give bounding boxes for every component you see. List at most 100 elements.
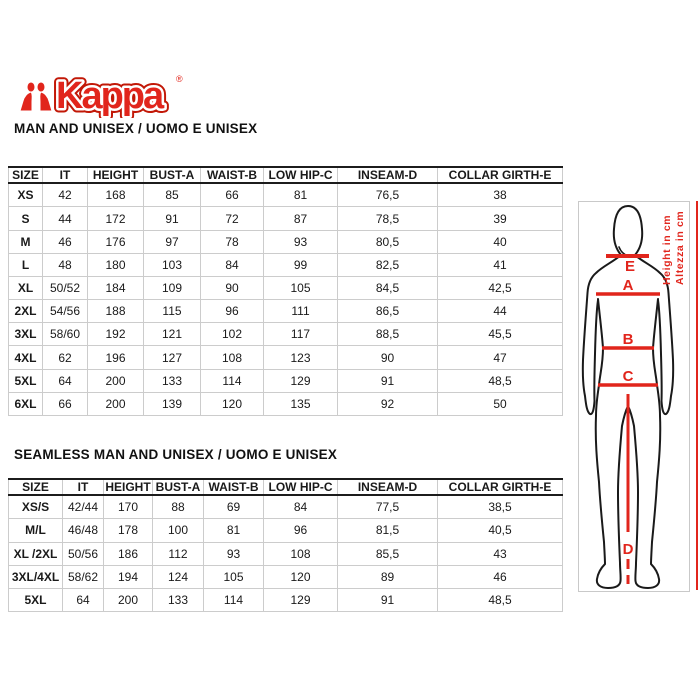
- body-figure: E A B C D: [581, 204, 675, 590]
- value-cell: 80,5: [337, 229, 438, 254]
- size-cell: 5XL: [8, 587, 63, 613]
- column-header: INSEAM-D: [337, 166, 438, 184]
- value-cell: 82,5: [337, 252, 438, 277]
- value-cell: 114: [203, 587, 264, 613]
- value-cell: 133: [143, 368, 201, 393]
- value-cell: 39: [437, 206, 563, 231]
- value-cell: 42/44: [62, 494, 104, 520]
- section-heading-man-unisex: MAN AND UNISEX / UOMO E UNISEX: [14, 121, 258, 136]
- size-cell: M: [8, 229, 43, 254]
- measurement-lines: [596, 254, 660, 584]
- column-header: IT: [42, 166, 88, 184]
- value-cell: 172: [87, 206, 144, 231]
- value-cell: 42,5: [437, 275, 563, 301]
- registered-mark: ®: [176, 74, 183, 84]
- value-cell: 44: [437, 299, 563, 324]
- value-cell: 109: [143, 275, 201, 301]
- value-cell: 93: [263, 229, 338, 254]
- value-cell: 92: [337, 391, 438, 417]
- label-C: C: [623, 368, 634, 385]
- value-cell: 196: [87, 345, 144, 370]
- section-heading-seamless: SEAMLESS MAN AND UNISEX / UOMO E UNISEX: [14, 447, 338, 462]
- value-cell: 81: [203, 518, 264, 543]
- value-cell: 192: [87, 322, 144, 347]
- value-cell: 47: [437, 345, 563, 370]
- value-cell: 176: [87, 229, 144, 254]
- value-cell: 43: [437, 541, 563, 566]
- table-row: L 48 180 103 84 99 82,5 41: [8, 252, 563, 277]
- value-cell: 93: [203, 541, 264, 566]
- column-header: LOW HIP-C: [263, 166, 338, 184]
- size-cell: 4XL: [8, 345, 43, 370]
- value-cell: 178: [103, 518, 153, 543]
- height-in-cm-label: Height in cm: [661, 214, 673, 285]
- column-header: COLLAR GIRTH-E: [437, 166, 563, 184]
- header-row: SIZE IT HEIGHT BUST-A WAIST-B LOW HIP-C INSEAM…: [8, 166, 563, 184]
- table-row: 3XL 58/60 192 121 102 117 88,5 45,5: [8, 322, 563, 347]
- value-cell: 102: [200, 322, 264, 347]
- size-cell: S: [8, 206, 43, 231]
- value-cell: 135: [263, 391, 338, 417]
- value-cell: 87: [263, 206, 338, 231]
- value-cell: 48: [42, 252, 88, 277]
- value-cell: 108: [263, 541, 338, 566]
- kappa-wordmark-outline: Kappa: [56, 75, 165, 117]
- value-cell: 100: [152, 518, 204, 543]
- value-cell: 188: [87, 299, 144, 324]
- value-cell: 200: [87, 368, 144, 393]
- size-cell: XL /2XL: [8, 541, 63, 566]
- column-header: HEIGHT: [103, 478, 153, 496]
- value-cell: 108: [200, 345, 264, 370]
- size-cell: L: [8, 252, 43, 277]
- value-cell: 58/60: [42, 322, 88, 347]
- value-cell: 117: [263, 322, 338, 347]
- value-cell: 90: [337, 345, 438, 370]
- value-cell: 91: [337, 368, 438, 393]
- table-row: M/L 46/48 178 100 81 96 81,5 40,5: [8, 518, 563, 543]
- value-cell: 105: [263, 275, 338, 301]
- value-cell: 180: [87, 252, 144, 277]
- value-cell: 45,5: [437, 322, 563, 347]
- value-cell: 46: [42, 229, 88, 254]
- value-cell: 78,5: [337, 206, 438, 231]
- value-cell: 97: [143, 229, 201, 254]
- label-E: E: [625, 258, 635, 275]
- table-row: S 44 172 91 72 87 78,5 39: [8, 206, 563, 231]
- table-row: 3XL/4XL 58/62 194 124 105 120 89 46: [8, 564, 563, 589]
- value-cell: 88: [152, 494, 204, 520]
- value-cell: 81: [263, 182, 338, 208]
- column-header: BUST-A: [152, 478, 204, 496]
- table-row: 6XL 66 200 139 120 135 92 50: [8, 391, 563, 417]
- value-cell: 77,5: [337, 494, 438, 520]
- value-cell: 120: [263, 564, 338, 589]
- value-cell: 133: [152, 587, 204, 613]
- value-cell: 58/62: [62, 564, 104, 589]
- value-cell: 84: [200, 252, 264, 277]
- value-cell: 46: [437, 564, 563, 589]
- value-cell: 91: [337, 587, 438, 613]
- table-row: XS/S 42/44 170 88 69 84 77,5 38,5: [8, 494, 563, 520]
- size-cell: M/L: [8, 518, 63, 543]
- value-cell: 121: [143, 322, 201, 347]
- value-cell: 194: [103, 564, 153, 589]
- value-cell: 200: [87, 391, 144, 417]
- size-table-man-unisex: SIZE IT HEIGHT BUST-A WAIST-B LOW HIP-C INSEAM…: [8, 166, 563, 417]
- value-cell: 111: [263, 299, 338, 324]
- value-cell: 186: [103, 541, 153, 566]
- value-cell: 81,5: [337, 518, 438, 543]
- size-cell: 5XL: [8, 368, 43, 393]
- table-row: XL /2XL 50/56 186 112 93 108 85,5 43: [8, 541, 563, 566]
- column-header: WAIST-B: [200, 166, 264, 184]
- label-A: A: [623, 277, 634, 294]
- table-row: 5XL 64 200 133 114 129 91 48,5: [8, 368, 563, 393]
- value-cell: 96: [263, 518, 338, 543]
- column-header: INSEAM-D: [337, 478, 438, 496]
- value-cell: 38: [437, 182, 563, 208]
- value-cell: 127: [143, 345, 201, 370]
- value-cell: 38,5: [437, 494, 563, 520]
- value-cell: 91: [143, 206, 201, 231]
- value-cell: 86,5: [337, 299, 438, 324]
- kappa-wordmark-text: Kappa: [56, 75, 165, 117]
- value-cell: 120: [200, 391, 264, 417]
- column-header: SIZE: [8, 166, 43, 184]
